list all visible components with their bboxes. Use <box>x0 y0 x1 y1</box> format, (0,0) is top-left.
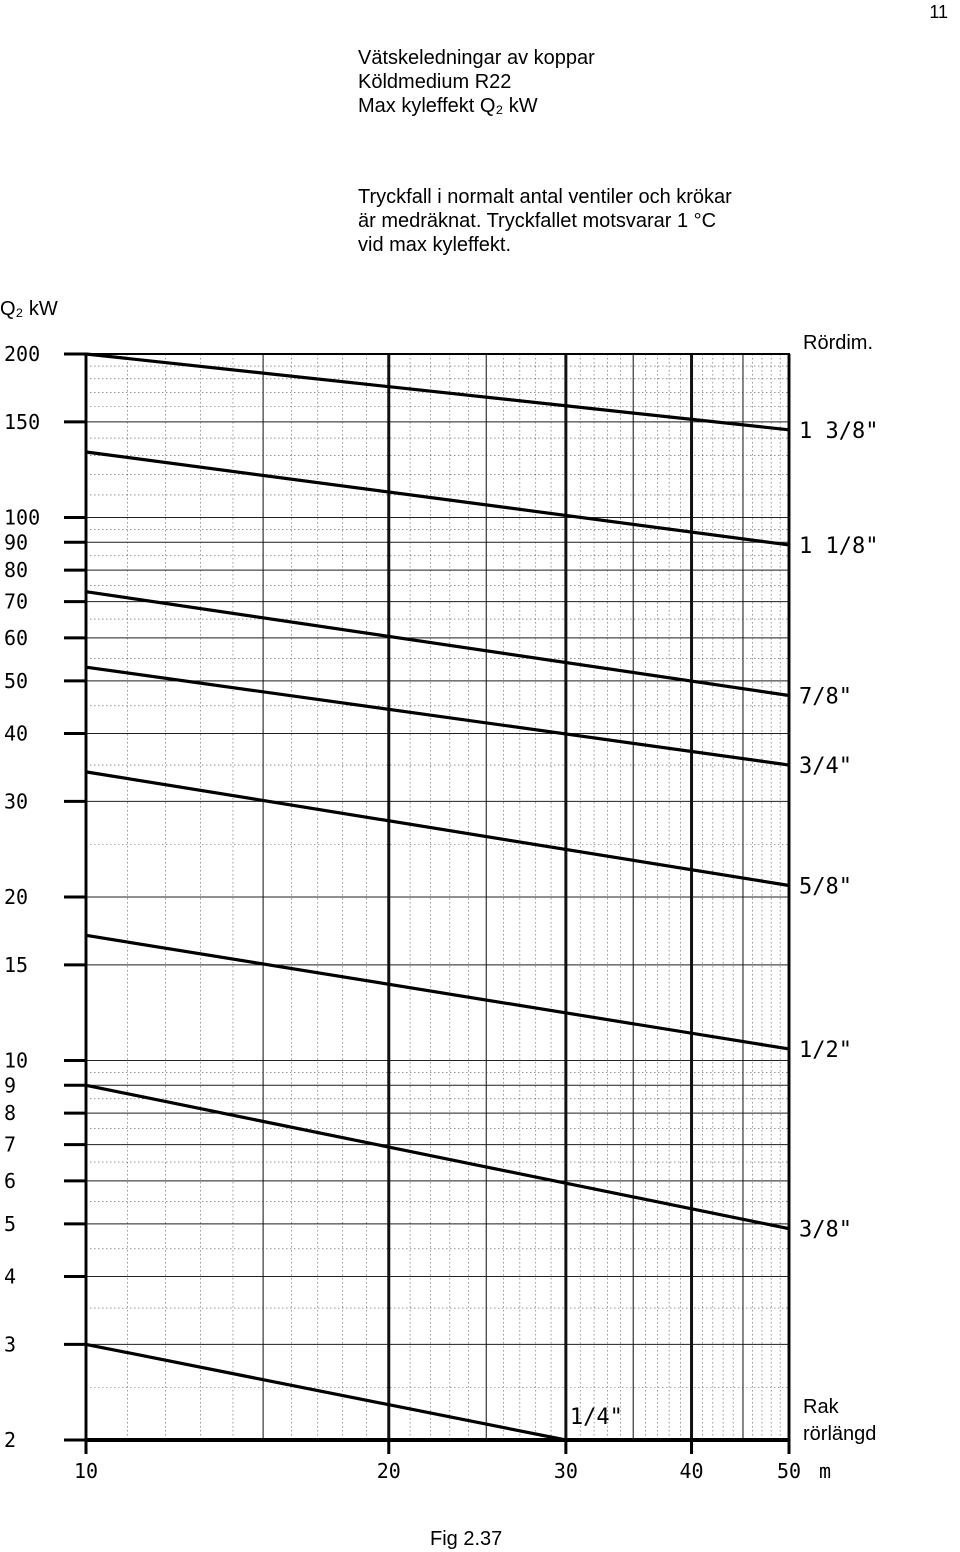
series-line <box>85 590 790 698</box>
x-tick-label: 20 <box>377 1459 401 1483</box>
title-line-2: Köldmedium R22 <box>358 71 512 93</box>
y-tick-label: 6 <box>4 1169 16 1193</box>
series-line <box>85 352 790 432</box>
y-tick-label: 15 <box>4 953 28 977</box>
title-line-1: Vätskeledningar av koppar <box>358 47 595 69</box>
y-tick-label: 5 <box>4 1212 16 1236</box>
series-line <box>85 770 790 888</box>
y-tick-label: 90 <box>4 530 28 554</box>
y-tick-label: 40 <box>4 722 28 746</box>
y-axis-label: Q₂ kW <box>0 298 58 320</box>
x-tick-label: 40 <box>679 1459 703 1483</box>
title-line-3: Max kyleffekt Q₂ kW <box>358 95 538 117</box>
note-line-1: Tryckfall i normalt antal ventiler och k… <box>358 186 732 208</box>
y-tick-label: 30 <box>4 789 28 813</box>
y-tick-label: 7 <box>4 1133 16 1157</box>
y-tick-label: 100 <box>4 505 40 529</box>
y-tick-label: 50 <box>4 669 28 693</box>
series-label: 1 1/8" <box>799 534 878 559</box>
y-tick-label: 20 <box>4 885 28 909</box>
figure-caption: Fig 2.37 <box>430 1528 503 1550</box>
legend-title: Rördim. <box>803 332 874 354</box>
y-tick-label: 8 <box>4 1101 16 1125</box>
y-tick-label: 9 <box>4 1073 16 1097</box>
y-tick-label: 2 <box>4 1428 16 1452</box>
series-label: 3/8" <box>799 1218 852 1243</box>
page-number: 11 <box>929 2 948 22</box>
series-label: 7/8" <box>799 685 852 710</box>
x-tick-label: 10 <box>74 1459 98 1483</box>
series-label: 3/4" <box>799 754 852 779</box>
x-tick-label: 30 <box>554 1459 578 1483</box>
x-tick-label: 50 <box>777 1459 801 1483</box>
series-line <box>85 450 790 547</box>
series-label: 5/8" <box>799 874 852 899</box>
y-tick-label: 4 <box>4 1265 16 1289</box>
y-tick-label: 80 <box>4 558 28 582</box>
x-axis-unit: m <box>819 1459 831 1483</box>
note-line-2: är medräknat. Tryckfallet motsvarar 1 °C <box>358 210 717 232</box>
series-line <box>85 1342 567 1442</box>
series-line <box>85 665 790 767</box>
y-tick-label: 10 <box>4 1048 28 1072</box>
x-axis-label-line-1: Rak <box>803 1396 839 1418</box>
chart-note: Tryckfall i normalt antal ventiler och k… <box>358 185 732 257</box>
y-tick-label: 200 <box>4 342 40 366</box>
y-tick-label: 70 <box>4 590 28 614</box>
series-label: 1 3/8" <box>799 419 878 444</box>
series-line <box>85 933 790 1051</box>
y-tick-label: 150 <box>4 410 40 434</box>
series-label: 1/4" <box>570 1405 623 1430</box>
x-axis-label-line-2: rörlängd <box>803 1423 877 1445</box>
series-line <box>85 1083 790 1231</box>
note-line-3: vid max kyleffekt. <box>358 234 512 256</box>
x-axis-label: Rak rörlängd <box>803 1394 876 1448</box>
series-label: 1/2" <box>799 1038 852 1063</box>
chart-title: Vätskeledningar av koppar Köldmedium R22… <box>358 46 595 118</box>
y-tick-label: 60 <box>4 626 28 650</box>
y-tick-label: 3 <box>4 1332 16 1356</box>
